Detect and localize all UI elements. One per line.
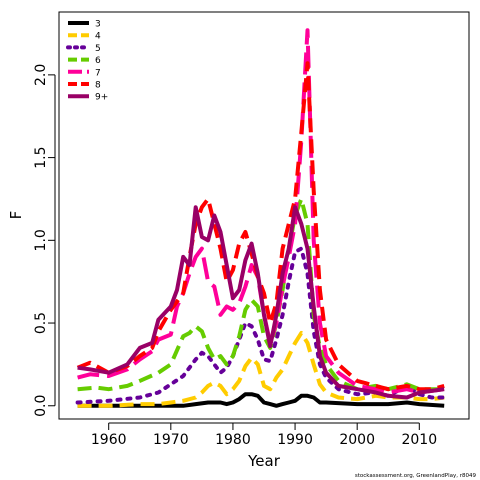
y-tick-label: 0.0: [33, 395, 49, 417]
x-tick-label: 2000: [339, 432, 375, 448]
series-line-7: [77, 28, 445, 395]
x-tick-label: 1960: [91, 432, 127, 448]
y-tick-label: 1.0: [33, 229, 49, 251]
plot-frame: [58, 11, 470, 420]
legend-label-8: 8: [95, 81, 101, 91]
x-tick-label: 1980: [215, 432, 251, 448]
legend-label-7: 7: [95, 68, 101, 78]
legend-label-6: 6: [95, 56, 101, 66]
legend-label-4: 4: [95, 32, 101, 42]
y-axis-label: F: [7, 211, 25, 220]
y-tick-label: 1.5: [33, 146, 49, 168]
x-tick-label: 2010: [401, 432, 437, 448]
legend-label-5: 5: [95, 44, 101, 54]
legend-label-3: 3: [95, 20, 101, 30]
series-line-5: [75, 246, 447, 405]
series-line-9: [77, 205, 445, 400]
series-line-8: [76, 61, 445, 392]
legend-label-9: 9+: [95, 93, 108, 103]
y-tick-label: 2.0: [33, 64, 49, 86]
series-layer: [75, 28, 447, 408]
legend: 3 4 5 6 7 8 9+: [66, 20, 108, 103]
footnote: stockassessment.org, GreenlandPlay, r804…: [355, 473, 477, 479]
series-line-4: [77, 331, 445, 408]
x-axis: 1960 1970 1980 1990 2000 2010: [91, 422, 437, 448]
y-tick-label: 0.5: [33, 312, 49, 334]
x-tick-label: 1970: [153, 432, 189, 448]
series-line-3: [77, 392, 445, 408]
x-tick-label: 1990: [277, 432, 313, 448]
y-axis: 0.0 0.5 1.0 1.5 2.0: [33, 64, 56, 417]
x-axis-label: Year: [247, 452, 281, 470]
